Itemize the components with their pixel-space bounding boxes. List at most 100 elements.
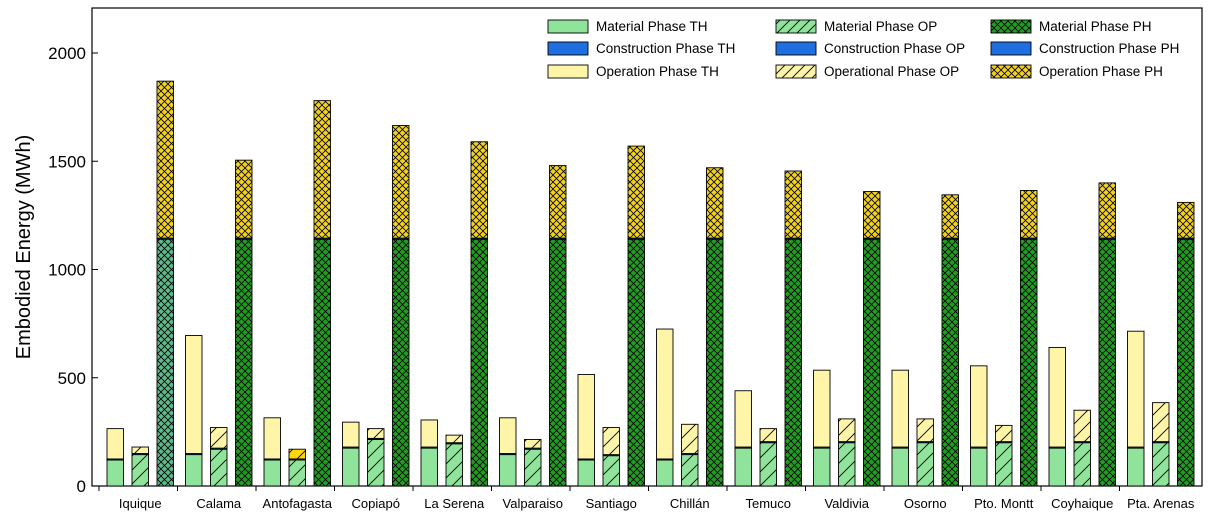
bar-pta-arenas-th-material xyxy=(1127,447,1145,487)
bar-antofagasta-ph-operation-hatch xyxy=(314,100,331,239)
bar-santiago-ph-material-hatch xyxy=(628,239,645,486)
legend-construction-phase-th-label: Construction Phase TH xyxy=(596,41,735,56)
category-osorno xyxy=(891,194,959,487)
x-tick-label-coyhaique: Coyhaique xyxy=(1051,496,1113,511)
bar-valparaiso-op-material-hatch xyxy=(524,449,541,486)
bar-copiapo-th-material xyxy=(342,447,360,487)
bar-pto-montt-op-operation-hatch xyxy=(995,425,1012,442)
bar-calama-op-material-hatch xyxy=(210,449,227,486)
bar-pto-montt-ph-operation-hatch xyxy=(1020,190,1037,239)
x-tick-label-pta-arenas: Pta. Arenas xyxy=(1127,496,1195,511)
y-tick-label-2000: 2000 xyxy=(48,44,86,63)
legend-construction-phase-th-swatch xyxy=(547,41,589,56)
bar-temuco-ph-operation-hatch xyxy=(785,170,802,239)
bar-pta-arenas-op-operation-hatch xyxy=(1152,402,1169,442)
y-tick-label-500: 500 xyxy=(58,369,86,388)
y-axis: 0 500 1000 1500 2000 xyxy=(48,44,98,496)
bars-layer xyxy=(106,80,1195,487)
bar-antofagasta-ph-material-hatch xyxy=(314,239,331,486)
category-calama xyxy=(185,159,253,487)
legend-construction-phase-op-label: Construction Phase OP xyxy=(824,41,965,56)
bar-valdivia-ph-operation-hatch xyxy=(863,191,880,239)
x-tick-label-antofagasta: Antofagasta xyxy=(263,496,333,511)
bar-iquique-th-material xyxy=(106,459,124,487)
legend-operation-phase-th-swatch xyxy=(547,64,589,79)
bar-chillan-ph-material-hatch xyxy=(706,239,723,486)
legend-material-phase-op-label: Material Phase OP xyxy=(824,19,937,34)
bar-santiago-th-operation xyxy=(577,374,595,460)
x-tick-label-temuco: Temuco xyxy=(745,496,791,511)
x-tick-label-osorno: Osorno xyxy=(904,496,947,511)
y-tick-label-1000: 1000 xyxy=(48,261,86,280)
bar-pto-montt-th-operation xyxy=(970,365,988,448)
legend-material-phase-ph-swatch-hatch xyxy=(991,20,1031,33)
bar-chillan-op-operation-hatch xyxy=(681,424,698,454)
x-tick-label-valdivia: Valdivia xyxy=(824,496,869,511)
category-coyhaique xyxy=(1048,182,1116,487)
bar-iquique-th-operation xyxy=(106,428,124,460)
bar-valdivia-th-operation xyxy=(813,369,831,448)
category-chillan xyxy=(656,167,724,487)
legend-operation-phase-ph-label: Operation Phase PH xyxy=(1039,64,1163,79)
bar-calama-ph-operation-hatch xyxy=(235,160,252,239)
bar-coyhaique-ph-material-hatch xyxy=(1099,239,1116,486)
bar-copiapo-op-material-hatch xyxy=(367,439,384,486)
legend-operation-phase-ph-swatch-hatch xyxy=(991,65,1031,78)
bar-antofagasta-op-material-hatch xyxy=(289,460,306,486)
bar-iquique-op-material-hatch xyxy=(132,454,149,486)
bar-chillan-op-material-hatch xyxy=(681,454,698,486)
bar-la-serena-ph-operation-hatch xyxy=(471,141,488,239)
x-tick-label-calama: Calama xyxy=(196,496,242,511)
bar-pto-montt-th-material xyxy=(970,447,988,487)
bar-valdivia-op-operation-hatch xyxy=(838,418,855,442)
legend-operational-phase-op-swatch-hatch xyxy=(776,65,816,78)
bar-temuco-th-operation xyxy=(734,390,752,448)
x-tick-label-valparaiso: Valparaiso xyxy=(503,496,563,511)
bar-pta-arenas-ph-operation-hatch xyxy=(1177,202,1194,239)
bar-osorno-th-material xyxy=(891,447,909,487)
bar-la-serena-op-material-hatch xyxy=(446,443,463,486)
bar-santiago-th-material xyxy=(577,459,595,487)
bar-coyhaique-op-material-hatch xyxy=(1074,442,1091,486)
category-pta-arenas xyxy=(1127,201,1195,487)
x-tick-label-santiago: Santiago xyxy=(586,496,637,511)
bar-coyhaique-th-material xyxy=(1048,447,1066,487)
bar-chillan-th-operation xyxy=(656,328,674,460)
x-axis: Iquique Calama Antofagasta Copiapó La Serena… xyxy=(98,486,1195,511)
bar-pto-montt-ph-material-hatch xyxy=(1020,239,1037,486)
bar-pto-montt-op-material-hatch xyxy=(995,442,1012,486)
bar-la-serena-ph-material-hatch xyxy=(471,239,488,486)
category-pto-montt xyxy=(970,190,1038,487)
bar-temuco-op-material-hatch xyxy=(760,442,777,486)
category-temuco xyxy=(734,170,802,487)
bar-osorno-ph-material-hatch xyxy=(942,239,959,486)
legend: Material Phase TH Construction Phase TH Op… xyxy=(547,19,1179,79)
bar-chillan-th-material xyxy=(656,459,674,487)
x-tick-label-chillan: Chillán xyxy=(670,496,710,511)
legend-material-phase-ph-label: Material Phase PH xyxy=(1039,19,1152,34)
bar-valdivia-ph-material-hatch xyxy=(863,239,880,486)
bar-la-serena-th-operation xyxy=(420,419,438,448)
category-santiago xyxy=(577,145,645,487)
bar-valparaiso-ph-operation-hatch xyxy=(549,165,566,239)
category-copiapo xyxy=(342,125,410,487)
bar-antofagasta-op-operation-hatch xyxy=(289,449,306,459)
bar-coyhaique-op-operation-hatch xyxy=(1074,410,1091,442)
bar-coyhaique-th-operation xyxy=(1048,346,1066,448)
bar-calama-th-material xyxy=(185,454,203,487)
bar-valdivia-th-material xyxy=(813,447,831,487)
bar-copiapo-ph-material-hatch xyxy=(392,239,409,486)
bar-copiapo-ph-operation-hatch xyxy=(392,125,409,239)
bar-antofagasta-th-material xyxy=(263,459,281,487)
bar-la-serena-op-operation-hatch xyxy=(446,435,463,443)
bar-calama-th-operation xyxy=(185,335,203,454)
legend-operational-phase-op-label: Operational Phase OP xyxy=(824,64,959,79)
legend-construction-phase-op-swatch xyxy=(775,41,817,56)
bar-santiago-ph-operation-hatch xyxy=(628,146,645,239)
bar-temuco-th-material xyxy=(734,447,752,487)
legend-construction-phase-ph-label: Construction Phase PH xyxy=(1039,41,1179,56)
bar-temuco-op-operation-hatch xyxy=(760,428,777,442)
bar-valparaiso-ph-material-hatch xyxy=(549,239,566,486)
legend-operation-phase-th-label: Operation Phase TH xyxy=(596,64,719,79)
bar-la-serena-th-material xyxy=(420,447,438,487)
